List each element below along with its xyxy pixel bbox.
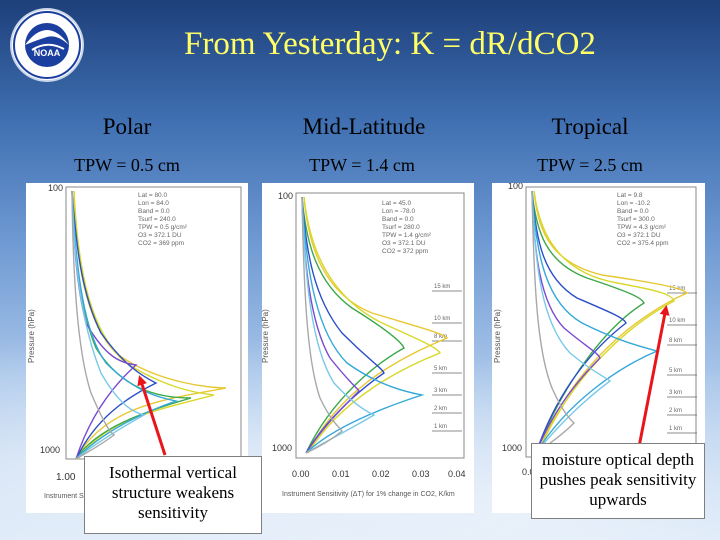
stats-block: Lat = 80.0 Lon = 84.0 Band = 0.0 Tsurf =… bbox=[138, 192, 188, 247]
svg-text:0.02: 0.02 bbox=[372, 469, 390, 479]
svg-text:Tsurf = 240.0: Tsurf = 240.0 bbox=[138, 216, 176, 223]
sensitivity-curves bbox=[531, 190, 689, 454]
x-axis-label: Instrument Sensitivity (ΔT) for 1% chang… bbox=[282, 491, 455, 498]
svg-text:TPW = 1.4 g/cm²: TPW = 1.4 g/cm² bbox=[382, 232, 432, 239]
svg-text:5 km: 5 km bbox=[434, 366, 447, 372]
svg-text:CO2 = 375.4 ppm: CO2 = 375.4 ppm bbox=[617, 240, 669, 247]
svg-text:TPW = 4.3 g/cm²: TPW = 4.3 g/cm² bbox=[617, 224, 667, 231]
svg-text:3 km: 3 km bbox=[434, 388, 447, 394]
svg-text:0.01: 0.01 bbox=[332, 469, 350, 479]
slide-title: From Yesterday: K = dR/dCO2 bbox=[184, 26, 596, 62]
tpw-polar: TPW = 0.5 cm bbox=[74, 155, 180, 175]
svg-text:0.04: 0.04 bbox=[448, 469, 466, 479]
svg-text:0.00: 0.00 bbox=[292, 469, 310, 479]
y-top-label: 100 bbox=[278, 191, 293, 201]
region-tropical: Tropical bbox=[551, 114, 629, 139]
region-polar: Polar bbox=[102, 114, 152, 139]
svg-text:8 km: 8 km bbox=[669, 338, 682, 344]
svg-text:O3 = 372.1 DU: O3 = 372.1 DU bbox=[382, 240, 426, 247]
sensitivity-curves bbox=[71, 190, 227, 460]
svg-text:Lat = 80.0: Lat = 80.0 bbox=[138, 192, 167, 199]
svg-text:8 km: 8 km bbox=[434, 334, 447, 340]
svg-text:CO2 = 372 ppm: CO2 = 372 ppm bbox=[382, 248, 428, 255]
noaa-logo-icon: NOAA bbox=[13, 11, 81, 79]
sensitivity-curves bbox=[301, 196, 449, 454]
x-tick-label: 1.00 bbox=[56, 472, 76, 483]
svg-text:5 km: 5 km bbox=[669, 368, 682, 374]
svg-text:Lon = 84.0: Lon = 84.0 bbox=[138, 200, 169, 207]
svg-text:Tsurf = 280.0: Tsurf = 280.0 bbox=[382, 224, 420, 231]
svg-text:Band = 0.0: Band = 0.0 bbox=[617, 208, 649, 215]
y-axis-label: Pressure (hPa) bbox=[27, 309, 36, 363]
svg-text:Lon = -78.0: Lon = -78.0 bbox=[382, 208, 415, 215]
svg-text:15 km: 15 km bbox=[434, 284, 450, 290]
svg-text:Band = 0.0: Band = 0.0 bbox=[138, 208, 170, 215]
svg-text:1 km: 1 km bbox=[669, 426, 682, 432]
stats-block: Lat = 45.0 Lon = -78.0 Band = 0.0 Tsurf … bbox=[382, 200, 432, 255]
tpw-tropical: TPW = 2.5 cm bbox=[537, 155, 643, 175]
altitude-markers: 15 km 10 km 8 km 5 km 3 km 2 km 1 km bbox=[432, 284, 462, 432]
arrow-left bbox=[137, 375, 167, 456]
svg-text:10 km: 10 km bbox=[669, 318, 685, 324]
noaa-logo: NOAA bbox=[12, 10, 82, 80]
callout-moisture: moisture optical depth pushes peak sensi… bbox=[531, 443, 705, 519]
svg-text:2 km: 2 km bbox=[669, 408, 682, 414]
svg-text:10 km: 10 km bbox=[434, 316, 450, 322]
svg-text:3 km: 3 km bbox=[669, 390, 682, 396]
svg-text:1 km: 1 km bbox=[434, 424, 447, 430]
arrow-right bbox=[636, 305, 670, 453]
tpw-mid-latitude: TPW = 1.4 cm bbox=[309, 155, 415, 175]
callout-isothermal: Isothermal vertical structure weakens se… bbox=[84, 456, 262, 534]
stats-block: Lat = 9.8 Lon = -10.2 Band = 0.0 Tsurf =… bbox=[617, 192, 669, 247]
svg-text:O3 = 372.1 DU: O3 = 372.1 DU bbox=[617, 232, 661, 239]
y-bottom-label: 1000 bbox=[40, 445, 60, 455]
plot-mid-latitude: 100 1000 0.00 0.01 0.02 0.03 0.04 Instru… bbox=[262, 183, 474, 513]
plot-frame bbox=[295, 192, 465, 459]
y-top-label: 100 bbox=[508, 183, 523, 191]
x-tick-labels: 0.00 0.01 0.02 0.03 0.04 bbox=[292, 469, 466, 479]
y-top-label: 100 bbox=[48, 183, 63, 193]
logo-text: NOAA bbox=[34, 48, 61, 58]
y-axis-label: Pressure (hPa) bbox=[262, 309, 270, 363]
svg-text:TPW = 0.5 g/cm²: TPW = 0.5 g/cm² bbox=[138, 224, 188, 231]
svg-text:Lat = 45.0: Lat = 45.0 bbox=[382, 200, 411, 207]
svg-text:CO2 = 369 ppm: CO2 = 369 ppm bbox=[138, 240, 184, 247]
svg-text:2 km: 2 km bbox=[434, 406, 447, 412]
y-bottom-label: 1000 bbox=[502, 443, 522, 453]
region-mid-latitude: Mid-Latitude bbox=[302, 114, 426, 139]
y-axis-label: Pressure (hPa) bbox=[493, 309, 502, 363]
svg-text:O3 = 372.1 DU: O3 = 372.1 DU bbox=[138, 232, 182, 239]
y-bottom-label: 1000 bbox=[272, 443, 292, 453]
svg-text:Lon = -10.2: Lon = -10.2 bbox=[617, 200, 650, 207]
svg-text:Lat = 9.8: Lat = 9.8 bbox=[617, 192, 643, 199]
x-tick-label: 0.00 bbox=[522, 467, 540, 477]
svg-text:0.03: 0.03 bbox=[412, 469, 430, 479]
svg-text:Tsurf = 300.0: Tsurf = 300.0 bbox=[617, 216, 655, 223]
svg-text:Band = 0.0: Band = 0.0 bbox=[382, 216, 414, 223]
